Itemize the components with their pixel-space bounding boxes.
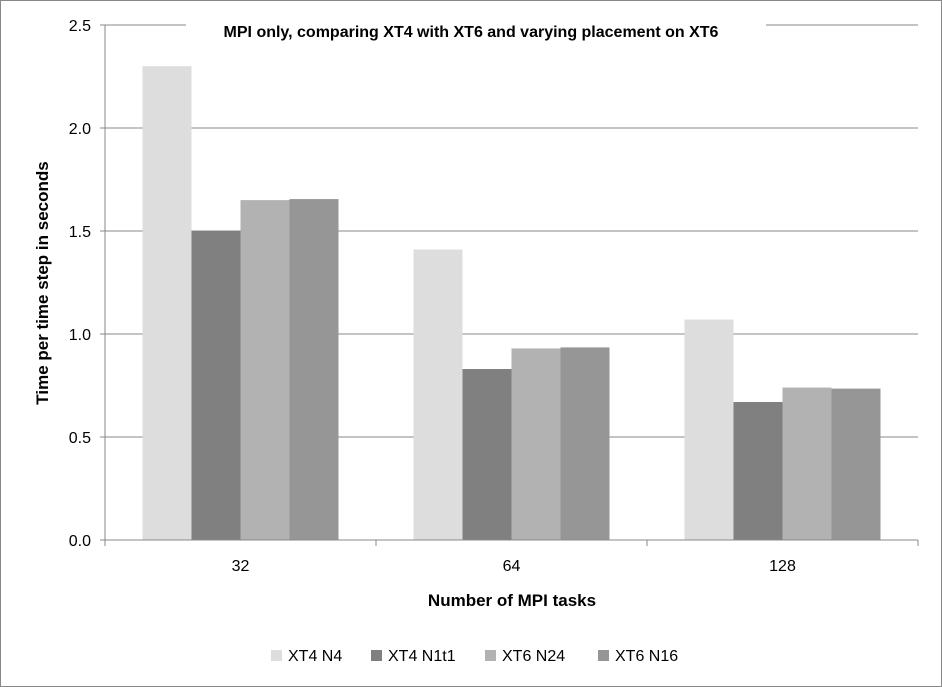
x-tick-label: 64 — [503, 558, 521, 575]
bar-xt4-n1t1-32 — [191, 231, 241, 540]
y-tick-label: 1.5 — [69, 224, 91, 241]
x-tick-label: 32 — [232, 558, 250, 575]
legend-item: XT6 N16 — [598, 648, 678, 665]
chart-title: MPI only, comparing XT4 with XT6 and var… — [224, 24, 719, 41]
y-axis-label: Time per time step in seconds — [33, 161, 52, 404]
bar-xt6-n16-128 — [831, 388, 881, 540]
legend: XT4 N4 XT4 N1t1 XT6 N24 XT6 N16 — [271, 648, 678, 665]
bar-xt6-n16-32 — [289, 199, 339, 540]
legend-label: XT6 N16 — [615, 648, 678, 665]
bar-xt4-n1t1-64 — [462, 369, 512, 540]
x-tick-label: 128 — [769, 558, 796, 575]
bar-xt4-n4-128 — [684, 319, 734, 540]
legend-item: XT6 N24 — [485, 648, 565, 665]
legend-label: XT6 N24 — [502, 648, 565, 665]
bar-xt6-n16-64 — [560, 347, 610, 540]
y-tick-label: 2.0 — [69, 121, 91, 138]
legend-swatch — [271, 650, 282, 661]
bar-xt6-n24-32 — [240, 200, 290, 540]
bar-xt4-n4-64 — [413, 249, 463, 541]
bar-xt6-n24-128 — [782, 387, 832, 540]
x-axis-label: Number of MPI tasks — [428, 591, 596, 610]
axes: 0.0 0.5 1.0 1.5 2.0 2.5 32 64 128 — [69, 18, 919, 575]
legend-label: XT4 N4 — [288, 648, 342, 665]
y-tick-label: 0.0 — [69, 533, 91, 550]
legend-label: XT4 N1t1 — [388, 648, 456, 665]
y-tick-label: 1.0 — [69, 327, 91, 344]
bars — [142, 66, 881, 541]
legend-swatch — [598, 650, 609, 661]
legend-item: XT4 N1t1 — [371, 648, 456, 665]
legend-swatch — [371, 650, 382, 661]
bar-xt6-n24-64 — [511, 348, 561, 540]
y-tick-label: 0.5 — [69, 430, 91, 447]
legend-item: XT4 N4 — [271, 648, 342, 665]
bar-xt4-n1t1-128 — [733, 401, 783, 540]
y-tick-label: 2.5 — [69, 18, 91, 35]
bar-xt4-n4-32 — [142, 66, 192, 540]
title-background — [186, 17, 766, 45]
legend-swatch — [485, 650, 496, 661]
